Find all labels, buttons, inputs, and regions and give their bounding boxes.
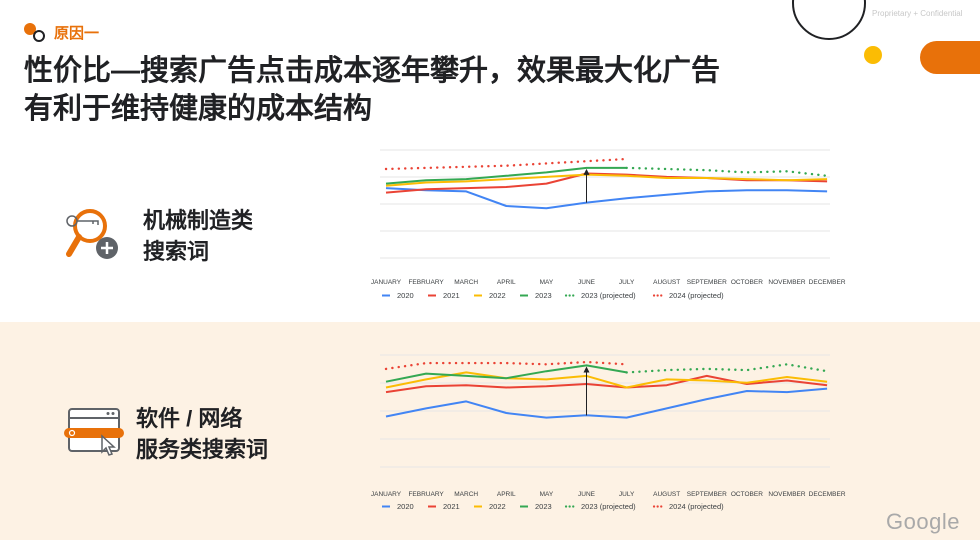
series-line-2023-projected xyxy=(625,166,829,177)
x-tick-label: JULY xyxy=(619,279,635,286)
decorative-yellow-dot xyxy=(864,46,882,64)
x-tick-label: MARCH xyxy=(454,279,478,286)
x-tick-label: MAY xyxy=(540,279,554,286)
x-tick-label: MAY xyxy=(540,491,554,498)
x-tick-label: DECEMBER xyxy=(809,279,846,286)
series-line-2023 xyxy=(385,166,627,185)
segment-1-label-line1: 机械制造类 xyxy=(143,208,254,233)
section-tag: 原因一 xyxy=(24,22,99,43)
x-tick-label: JULY xyxy=(619,491,635,498)
series-line-2022 xyxy=(385,371,828,389)
x-tick-label: JUNE xyxy=(578,491,596,498)
browser-search-cursor-icon xyxy=(62,406,128,460)
x-tick-label: JANUARY xyxy=(371,491,402,498)
google-logo: Google xyxy=(886,509,960,534)
series-line-2023 xyxy=(385,364,627,383)
legend-label: 2023 xyxy=(535,291,552,300)
x-tick-label: DECEMBER xyxy=(809,491,846,498)
x-tick-label: SEPTEMBER xyxy=(687,491,727,498)
bottom-section-background xyxy=(0,322,980,540)
series-line-2020 xyxy=(385,187,828,210)
legend-label: 2020 xyxy=(397,502,414,511)
segment-1-label: 机械制造类 搜索词 xyxy=(143,205,253,267)
legend-label: 2023 (projected) xyxy=(581,502,636,511)
x-tick-label: APRIL xyxy=(497,279,516,286)
series-line-2020 xyxy=(385,387,828,419)
x-tick-label: FEBRUARY xyxy=(408,279,444,286)
legend-label: 2022 xyxy=(489,291,506,300)
x-tick-label: SEPTEMBER xyxy=(687,279,727,286)
x-tick-label: NOVEMBER xyxy=(768,491,806,498)
legend-label: 2021 xyxy=(443,291,460,300)
series-line-2021 xyxy=(385,374,828,394)
legend-label: 2022 xyxy=(489,502,506,511)
decorative-orange-pill xyxy=(920,41,980,74)
x-tick-label: OCTOBER xyxy=(731,491,763,498)
x-tick-label: MARCH xyxy=(454,491,478,498)
segment-2-label: 软件 / 网络 服务类搜索词 xyxy=(136,403,268,465)
decorative-circle-outline xyxy=(792,0,866,40)
legend-label: 2020 xyxy=(397,291,414,300)
series-line-2022 xyxy=(385,173,828,187)
page-title-line2: 有利于维持健康的成本结构 xyxy=(24,93,373,125)
x-tick-label: OCTOBER xyxy=(731,279,763,286)
growth-arrow-head xyxy=(583,366,590,373)
x-tick-label: AUGUST xyxy=(653,491,680,498)
page-title: 性价比—搜索广告点击成本逐年攀升，效果最大化广告 有利于维持健康的成本结构 xyxy=(24,52,720,128)
segment-2-label-line2: 服务类搜索词 xyxy=(136,437,269,462)
legend-label: 2023 xyxy=(535,502,552,511)
x-tick-label: NOVEMBER xyxy=(768,279,806,286)
legend-label: 2023 (projected) xyxy=(581,291,636,300)
series-line-2023-projected xyxy=(625,363,829,374)
series-line-2024-projected xyxy=(384,360,628,371)
tag-dots-icon xyxy=(24,22,46,43)
x-tick-label: APRIL xyxy=(497,491,516,498)
legend-label: 2024 (projected) xyxy=(669,291,724,300)
legend-label: 2024 (projected) xyxy=(669,502,724,511)
x-tick-label: AUGUST xyxy=(653,279,680,286)
magnifier-key-icon xyxy=(62,204,124,266)
x-tick-label: JUNE xyxy=(578,279,596,286)
growth-arrow-head xyxy=(583,168,590,175)
software-cpc-chart: JANUARY FEBRUARY MARCH APRIL MAY JUNE JULY AUGU… xyxy=(371,354,846,511)
x-tick-label: JANUARY xyxy=(371,279,402,286)
segment-2-label-line1: 软件 / 网络 xyxy=(136,406,243,431)
x-tick-label: FEBRUARY xyxy=(408,491,444,498)
segment-1-label-line2: 搜索词 xyxy=(143,239,210,264)
legend-label: 2021 xyxy=(443,502,460,511)
confidential-label: Proprietary + Confidential xyxy=(872,9,963,18)
section-tag-label: 原因一 xyxy=(54,25,100,42)
machinery-cpc-chart: JANUARY FEBRUARY MARCH APRIL MAY JUNE JULY AUGU… xyxy=(371,149,846,300)
page-title-line1: 性价比—搜索广告点击成本逐年攀升，效果最大化广告 xyxy=(24,55,721,87)
